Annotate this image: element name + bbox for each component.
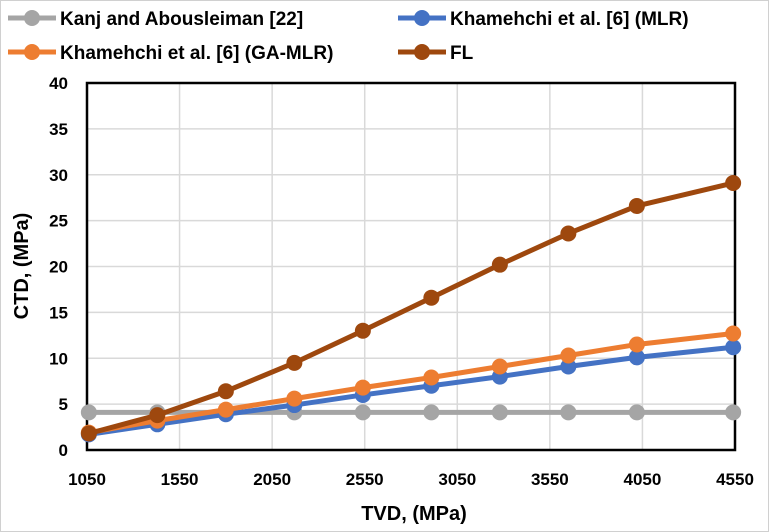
data-point-ga-mlr: [217, 401, 234, 418]
data-point-kanj: [725, 404, 742, 421]
x-tick-label: 3050: [438, 470, 476, 489]
series-layer: [80, 175, 742, 443]
data-point-kanj: [491, 404, 508, 421]
series-line-fl: [88, 180, 734, 436]
y-tick-label: 35: [49, 120, 68, 139]
data-point-fl: [286, 354, 303, 371]
data-point-fl: [628, 197, 645, 214]
data-point-fl: [725, 175, 742, 192]
data-point-ga-mlr: [560, 347, 577, 364]
x-axis-title: TVD, (MPa): [361, 503, 467, 525]
plot-area-frame: [85, 81, 737, 452]
x-tick-label: 2050: [253, 470, 291, 489]
legend-item-fl: FL: [398, 43, 474, 64]
tick-labels: 1050 1550 2050 2550 3050 3550 4050 4550 0 5 10 15 20…: [49, 74, 754, 489]
data-point-mlr: [725, 339, 742, 356]
data-point-kanj: [354, 404, 371, 421]
series-line-mlr: [88, 344, 734, 437]
legend-item-kanj: Kanj and Abousleiman [22]: [8, 9, 303, 30]
y-tick-label: 40: [49, 74, 68, 93]
data-point-fl: [80, 425, 97, 442]
y-tick-label: 0: [59, 441, 68, 460]
data-point-fl: [354, 322, 371, 339]
legend: Kanj and Abousleiman [22] Khamehchi et a…: [8, 9, 689, 64]
legend-label-fl: FL: [450, 43, 474, 64]
data-point-mlr: [560, 358, 577, 375]
y-tick-label: 15: [49, 303, 68, 322]
data-point-ga-mlr: [628, 336, 645, 353]
data-point-fl: [423, 289, 440, 306]
legend-label-mlr: Khamehchi et al. [6] (MLR): [450, 9, 689, 30]
series-fl: [80, 175, 742, 442]
data-point-kanj: [560, 404, 577, 421]
y-tick-label: 20: [49, 258, 68, 277]
y-tick-label: 5: [59, 395, 68, 414]
data-point-mlr: [628, 349, 645, 366]
y-tick-label: 10: [49, 349, 68, 368]
series-line-ga-mlr: [88, 330, 734, 436]
y-axis-title: CTD, (MPa): [11, 213, 33, 320]
data-point-ga-mlr: [286, 390, 303, 407]
legend-label-kanj: Kanj and Abousleiman [22]: [60, 9, 303, 30]
data-point-fl: [560, 225, 577, 242]
data-point-fl: [491, 256, 508, 273]
legend-swatch-marker-fl: [414, 44, 430, 60]
data-point-ga-mlr: [354, 379, 371, 396]
data-point-fl: [149, 407, 166, 424]
data-point-fl: [217, 383, 234, 400]
x-tick-label: 4550: [716, 470, 754, 489]
legend-item-mlr: Khamehchi et al. [6] (MLR): [398, 9, 689, 30]
x-tick-label: 3550: [531, 470, 569, 489]
x-tick-label: 1050: [68, 470, 106, 489]
data-point-ga-mlr: [491, 358, 508, 375]
legend-label-ga-mlr: Khamehchi et al. [6] (GA-MLR): [60, 43, 333, 64]
legend-swatch-marker-kanj: [24, 10, 40, 26]
data-point-kanj: [628, 404, 645, 421]
y-tick-label: 25: [49, 212, 68, 231]
x-tick-label: 1550: [161, 470, 199, 489]
data-point-ga-mlr: [725, 325, 742, 342]
legend-swatch-marker-mlr: [414, 10, 430, 26]
legend-item-ga-mlr: Khamehchi et al. [6] (GA-MLR): [8, 43, 333, 64]
data-point-kanj: [80, 404, 97, 421]
data-point-ga-mlr: [423, 369, 440, 386]
x-tick-label: 4050: [624, 470, 662, 489]
x-tick-label: 2550: [346, 470, 384, 489]
data-point-kanj: [423, 404, 440, 421]
y-tick-label: 30: [49, 166, 68, 185]
legend-swatch-marker-ga-mlr: [24, 44, 40, 60]
